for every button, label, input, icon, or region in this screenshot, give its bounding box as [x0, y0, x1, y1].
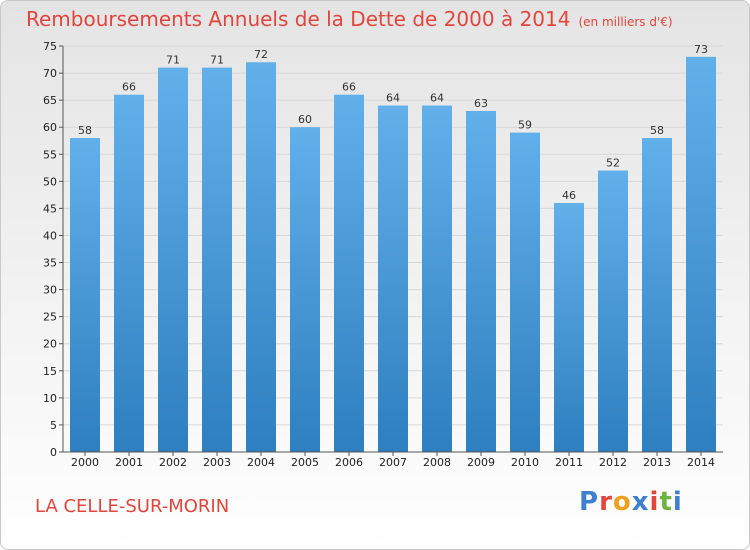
bar-value-label: 52: [606, 157, 620, 170]
chart-subtitle: (en milliers d'€): [578, 15, 673, 29]
logo-letter: t: [659, 487, 673, 517]
bar-value-label: 59: [518, 119, 532, 132]
logo-letter: x: [631, 487, 650, 517]
x-tick-label: 2005: [291, 456, 319, 469]
bar-value-label: 71: [210, 54, 224, 67]
y-tick-label: 65: [43, 94, 57, 107]
bar: [334, 94, 364, 452]
bar-value-label: 72: [254, 48, 268, 61]
bar-value-label: 64: [430, 92, 444, 105]
x-tick-label: 2004: [247, 456, 275, 469]
x-tick-label: 2001: [115, 456, 143, 469]
x-tick-label: 2003: [203, 456, 231, 469]
bar: [510, 132, 540, 452]
x-tick-label: 2010: [511, 456, 539, 469]
bar: [202, 67, 232, 453]
logo-letter: o: [612, 487, 632, 517]
bars-layer: 58 66 71 71 72 60 66 64 64 63 59 46 52 58 73: [70, 43, 716, 453]
bar: [378, 105, 408, 453]
x-tick-label: 2007: [379, 456, 407, 469]
bar-value-label: 66: [342, 81, 356, 94]
y-tick-label: 75: [43, 40, 57, 53]
logo-letter: P: [579, 487, 600, 517]
bar: [554, 202, 584, 452]
y-tick-label: 20: [43, 338, 57, 351]
bar: [422, 105, 452, 453]
bar: [642, 138, 672, 452]
x-tick-label: 2011: [555, 456, 583, 469]
chart-title: Remboursements Annuels de la Dette de 20…: [26, 7, 673, 31]
y-tick-label: 55: [43, 148, 57, 161]
bar: [114, 94, 144, 452]
y-tick-label: 25: [43, 311, 57, 324]
y-tick-label: 45: [43, 202, 57, 215]
y-tick-label: 0: [50, 446, 57, 459]
bar-value-label: 60: [298, 113, 312, 126]
bar: [598, 170, 628, 453]
x-tick-label: 2009: [467, 456, 495, 469]
x-tick-label: 2008: [423, 456, 451, 469]
x-tick-label: 2014: [687, 456, 715, 469]
logo-letter: i: [649, 487, 660, 517]
bar: [290, 127, 320, 452]
logo-letter: i: [672, 487, 683, 517]
y-tick-label: 35: [43, 257, 57, 270]
y-tick-label: 15: [43, 365, 57, 378]
y-tick-label: 70: [43, 67, 57, 80]
place-name: LA CELLE-SUR-MORIN: [35, 496, 230, 517]
bar: [686, 56, 716, 453]
y-tick-label: 10: [43, 392, 57, 405]
y-tick-label: 5: [50, 419, 57, 432]
axes-layer: 0 5 10 15 20 25 30 35 40 45 50 55 60 65 70 75 2000 2001 20…: [43, 40, 723, 469]
bar: [246, 62, 276, 453]
bar-value-label: 71: [166, 54, 180, 67]
bar: [466, 110, 496, 453]
x-tick-label: 2012: [599, 456, 627, 469]
y-tick-label: 60: [43, 121, 57, 134]
x-tick-label: 2000: [71, 456, 99, 469]
bar-value-label: 58: [650, 124, 664, 137]
x-tick-label: 2002: [159, 456, 187, 469]
logo-letter: r: [599, 487, 613, 517]
bar-value-label: 66: [122, 81, 136, 94]
y-tick-label: 40: [43, 229, 57, 242]
bar-value-label: 73: [694, 43, 708, 56]
x-tick-label: 2013: [643, 456, 671, 469]
chart-title-text: Remboursements Annuels de la Dette de 20…: [26, 7, 571, 31]
bar: [70, 138, 100, 452]
bar-value-label: 46: [562, 189, 576, 202]
bar-value-label: 64: [386, 92, 400, 105]
bar-value-label: 63: [474, 97, 488, 110]
y-tick-label: 30: [43, 284, 57, 297]
bar-value-label: 58: [78, 124, 92, 137]
y-tick-label: 50: [43, 175, 57, 188]
x-tick-label: 2006: [335, 456, 363, 469]
proxiti-logo: Proxiti: [579, 487, 683, 517]
bar: [158, 67, 188, 453]
